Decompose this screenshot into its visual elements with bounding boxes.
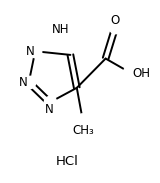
Text: N: N bbox=[19, 76, 28, 89]
Text: N: N bbox=[45, 103, 54, 116]
Text: N: N bbox=[26, 45, 34, 58]
Text: CH₃: CH₃ bbox=[72, 124, 94, 137]
Text: HCl: HCl bbox=[56, 154, 79, 168]
Text: OH: OH bbox=[132, 67, 150, 80]
Text: O: O bbox=[111, 14, 120, 27]
Text: NH: NH bbox=[52, 23, 70, 36]
